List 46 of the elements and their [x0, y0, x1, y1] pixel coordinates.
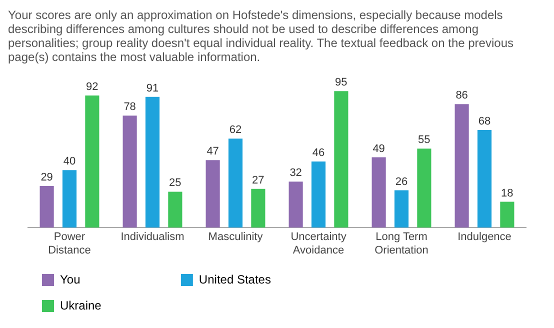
legend-label: United States — [198, 272, 358, 286]
bar — [500, 202, 514, 228]
data-label: 26 — [395, 176, 408, 188]
legend-label: You — [60, 272, 167, 286]
x-tick-label: Masculinity — [208, 231, 264, 244]
data-label: 47 — [206, 146, 219, 158]
bar — [145, 96, 160, 228]
data-label: 27 — [252, 174, 264, 186]
chart-title: Your scores are only an approximation on Hofstede's dimensions, especially because models describing differences among cultures should not be used to describe differences among personalities; group reality doesn't equal individual reality. The textual feedback on the previous page(s) contains the most valuable information. — [8, 8, 514, 64]
bar — [311, 162, 326, 228]
data-label: 55 — [418, 134, 430, 146]
data-label: 29 — [40, 171, 53, 184]
data-label: 40 — [63, 156, 76, 168]
data-label: 95 — [335, 76, 348, 89]
data-label: 46 — [312, 147, 325, 160]
bar — [372, 157, 386, 228]
bar — [288, 182, 303, 228]
data-label: 18 — [501, 187, 514, 200]
bar — [334, 91, 348, 228]
bar — [394, 190, 409, 228]
legend-label: Ukraine — [60, 298, 188, 312]
bar — [454, 104, 469, 228]
x-tick-label: Indulgence — [458, 231, 512, 244]
bar — [228, 138, 243, 228]
data-label: 62 — [229, 124, 242, 136]
x-tick-label: Individualism — [120, 231, 184, 244]
data-label: 86 — [456, 90, 468, 102]
bar — [62, 170, 77, 228]
bar — [417, 148, 432, 228]
data-label: 32 — [290, 167, 302, 180]
data-label: 49 — [372, 142, 385, 155]
data-label: 25 — [169, 177, 182, 190]
data-label: 68 — [478, 115, 491, 128]
bar — [85, 95, 100, 228]
bar — [206, 160, 220, 228]
bar — [168, 192, 182, 228]
bar — [40, 186, 54, 228]
x-tick-label: Power Distance — [48, 231, 91, 256]
bar — [477, 130, 492, 228]
data-label: 78 — [124, 101, 136, 114]
x-tick-label: Long Term Orientation — [374, 231, 428, 256]
data-label: 91 — [146, 82, 159, 94]
bar — [122, 116, 137, 228]
bar — [251, 188, 266, 228]
x-tick-label: Uncertainty Avoidance — [290, 231, 347, 256]
data-label: 92 — [86, 81, 98, 94]
